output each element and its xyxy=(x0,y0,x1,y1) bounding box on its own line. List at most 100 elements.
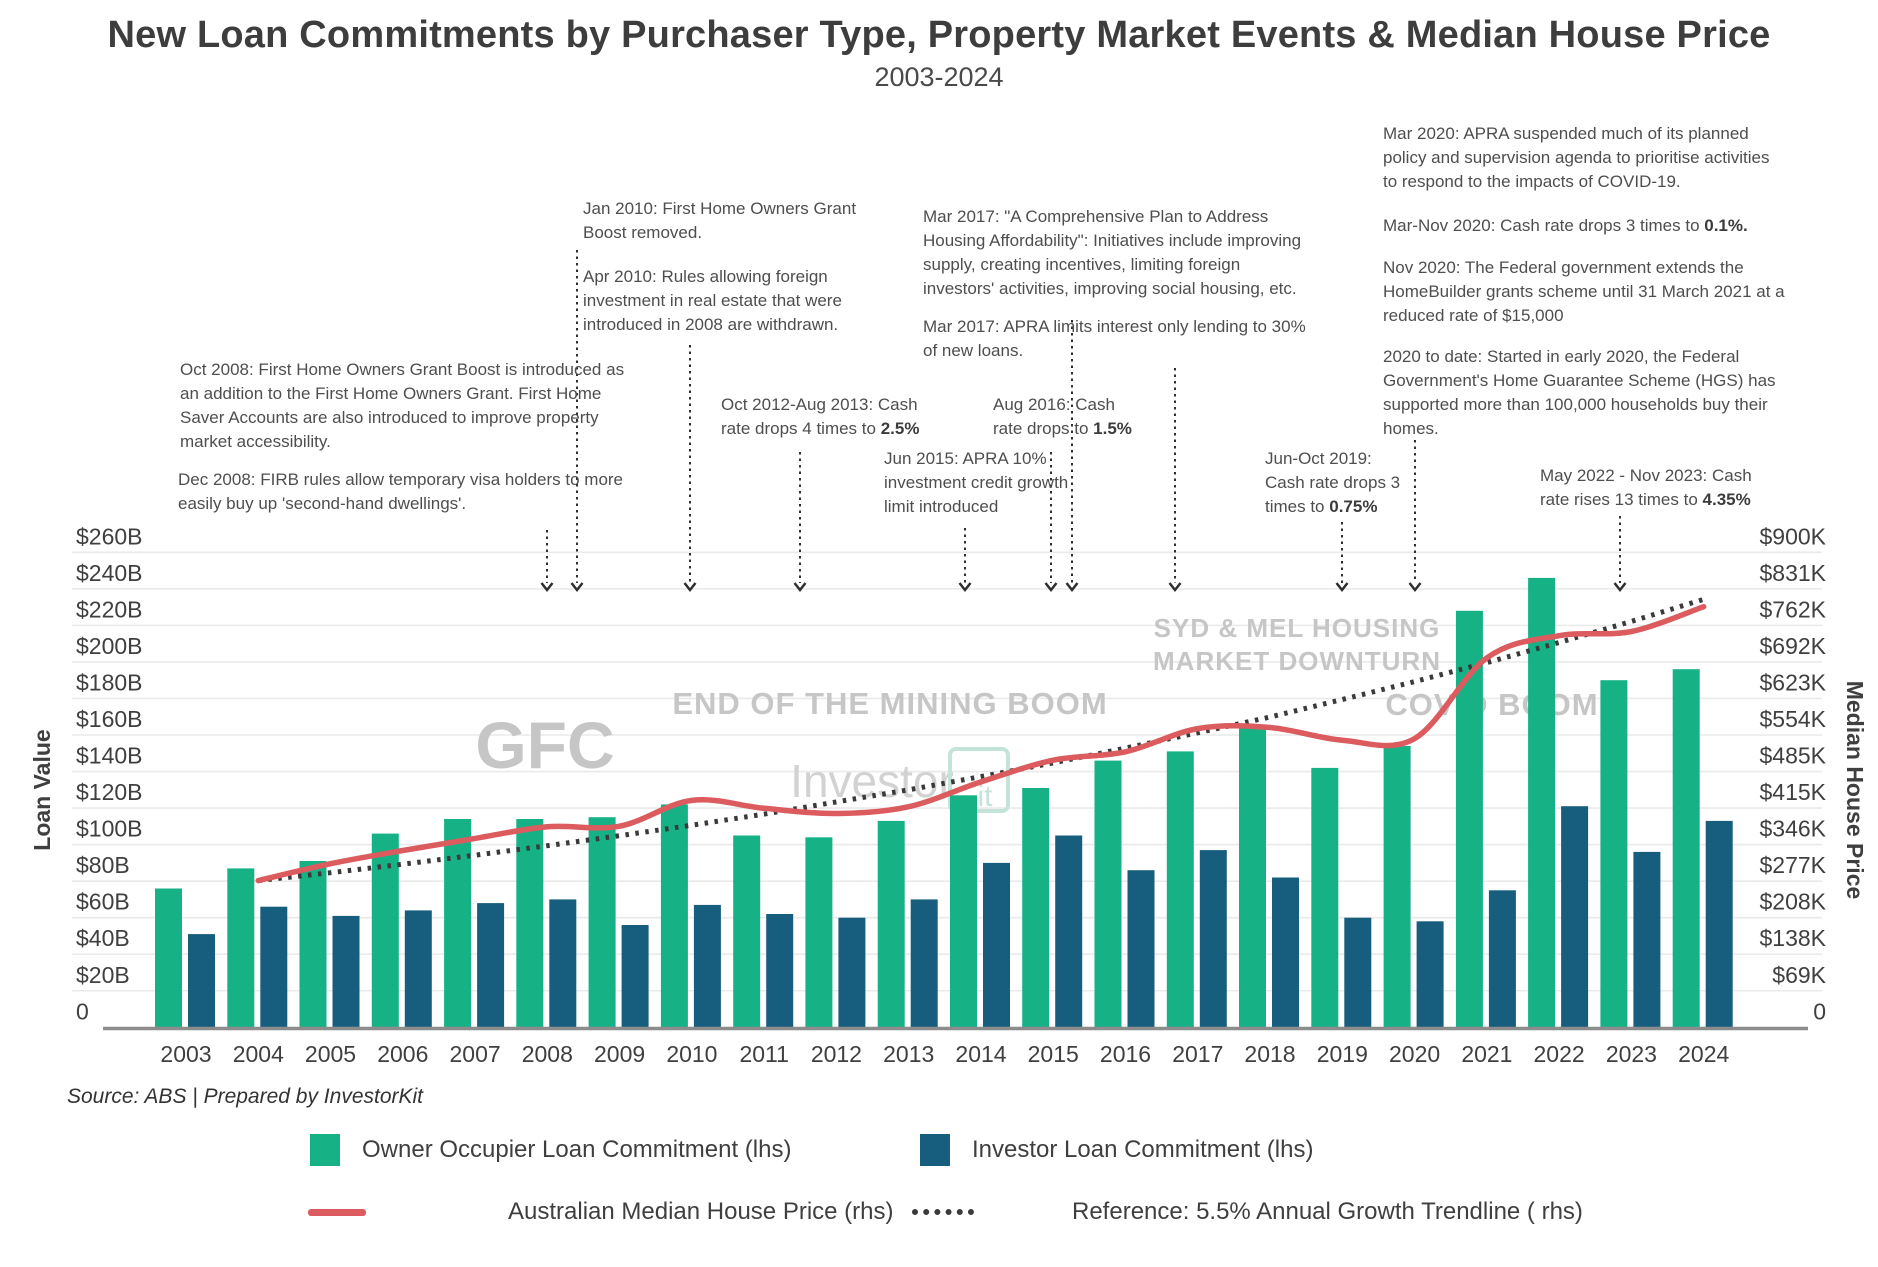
svg-text:$346K: $346K xyxy=(1759,816,1826,842)
svg-text:$762K: $762K xyxy=(1759,596,1826,622)
svg-text:Investor: Investor xyxy=(790,755,954,807)
svg-text:2017: 2017 xyxy=(1172,1041,1223,1067)
chart-subtitle: 2003-2024 xyxy=(874,62,1004,92)
annotation-apr-2010: Apr 2010: Rules allowing foreign investm… xyxy=(583,267,842,334)
annotation-mar-2017-plan: Mar 2017: "A Comprehensive Plan to Addre… xyxy=(923,207,1302,298)
annotation-jun-oct-2019: Jun-Oct 2019: Cash rate drops 3 times to… xyxy=(1265,449,1401,516)
x-axis-year-labels: 2003 2004 2005 2006 2007 2008 2009 2010 2011 2012… xyxy=(160,1041,1729,1067)
svg-text:$831K: $831K xyxy=(1759,560,1826,586)
annotation-mar-2017-apra: Mar 2017: APRA limits interest only lend… xyxy=(923,317,1306,360)
svg-text:GFC: GFC xyxy=(475,708,614,782)
legend-label: Investor Loan Commitment (lhs) xyxy=(972,1136,1314,1163)
svg-text:$900K: $900K xyxy=(1759,523,1826,549)
svg-text:END OF THE MINING BOOM: END OF THE MINING BOOM xyxy=(672,686,1107,721)
page-title: New Loan Commitments by Purchaser Type, … xyxy=(0,14,1878,57)
svg-text:$100B: $100B xyxy=(76,816,143,842)
svg-text:COVID BOOM: COVID BOOM xyxy=(1385,687,1598,722)
svg-text:$40B: $40B xyxy=(76,925,130,951)
legend-label: Owner Occupier Loan Commitment (lhs) xyxy=(362,1136,792,1163)
annotation-aug-2016: Aug 2016: Cash rate drops to 1.5% xyxy=(993,395,1132,438)
svg-text:$554K: $554K xyxy=(1759,706,1826,732)
y-axis-left-title: Loan Value xyxy=(29,729,55,850)
svg-text:$120B: $120B xyxy=(76,779,143,805)
svg-text:$485K: $485K xyxy=(1759,743,1826,769)
legend-label: Reference: 5.5% Annual Growth Trendline … xyxy=(1072,1198,1583,1225)
owner-swatch-icon xyxy=(310,1134,340,1166)
svg-text:$623K: $623K xyxy=(1759,670,1826,696)
svg-text:it: it xyxy=(978,780,994,813)
y-axis-right-title: Median House Price xyxy=(1842,681,1868,900)
svg-text:2024: 2024 xyxy=(1678,1041,1729,1067)
svg-text:0: 0 xyxy=(1813,998,1826,1024)
svg-text:$208K: $208K xyxy=(1759,889,1826,915)
annotation-mar-nov-2020: Mar-Nov 2020: Cash rate drops 3 times to… xyxy=(1383,216,1748,235)
y-axis-left-ticks: $260B $240B $220B $200B $180B $160B $140B $120B… xyxy=(76,523,143,1024)
svg-text:2023: 2023 xyxy=(1606,1041,1657,1067)
annotation-may-2022: May 2022 - Nov 2023: Cash rate rises 13 … xyxy=(1540,466,1752,509)
svg-text:2006: 2006 xyxy=(377,1041,428,1067)
annotation-jun-2015: Jun 2015: APRA 10% investment credit gro… xyxy=(884,449,1069,516)
annotation-dec-2008: Dec 2008: FIRB rules allow temporary vis… xyxy=(178,470,624,513)
legend-median-price: Australian Median House Price (rhs) xyxy=(308,1198,894,1226)
svg-text:2012: 2012 xyxy=(811,1041,862,1067)
svg-text:$180B: $180B xyxy=(76,670,143,696)
investor-swatch-icon xyxy=(920,1134,950,1166)
owner-occupier-bars xyxy=(155,577,1700,1028)
svg-text:2013: 2013 xyxy=(883,1041,934,1067)
svg-text:2021: 2021 xyxy=(1461,1041,1512,1067)
svg-text:2014: 2014 xyxy=(955,1041,1006,1067)
chart-title: New Loan Commitments by Purchaser Type, … xyxy=(107,14,1771,56)
annotation-2020-to-date: 2020 to date: Started in early 2020, the… xyxy=(1383,347,1776,438)
svg-text:$60B: $60B xyxy=(76,889,130,915)
trendline-swatch-icon xyxy=(912,1209,974,1215)
svg-text:$200B: $200B xyxy=(76,633,143,659)
svg-text:2020: 2020 xyxy=(1389,1041,1440,1067)
svg-text:$160B: $160B xyxy=(76,706,143,732)
svg-text:$69K: $69K xyxy=(1772,962,1826,988)
svg-text:$220B: $220B xyxy=(76,596,143,622)
svg-text:2003: 2003 xyxy=(160,1041,211,1067)
svg-text:$140B: $140B xyxy=(76,743,143,769)
svg-text:2005: 2005 xyxy=(305,1041,356,1067)
annotation-oct-2012: Oct 2012-Aug 2013: Cash rate drops 4 tim… xyxy=(721,395,920,438)
svg-text:$80B: $80B xyxy=(76,852,130,878)
svg-text:2010: 2010 xyxy=(666,1041,717,1067)
watermarks: GFC END OF THE MINING BOOM SYD & MEL HOUSI… xyxy=(475,613,1598,813)
y-axis-right-ticks: $900K $831K $762K $692K $623K $554K $485K $415K… xyxy=(1759,523,1826,1024)
svg-text:2009: 2009 xyxy=(594,1041,645,1067)
svg-text:2011: 2011 xyxy=(739,1041,788,1067)
source-note: Source: ABS | Prepared by InvestorKit xyxy=(67,1085,424,1108)
svg-text:0: 0 xyxy=(76,998,89,1024)
svg-text:2004: 2004 xyxy=(233,1041,284,1067)
legend-owner-occupier: Owner Occupier Loan Commitment (lhs) xyxy=(310,1134,791,1166)
svg-text:$415K: $415K xyxy=(1759,779,1826,805)
legend-label: Australian Median House Price (rhs) xyxy=(508,1198,894,1225)
svg-text:MARKET DOWNTURN: MARKET DOWNTURN xyxy=(1153,646,1441,676)
annotation-mar-2020: Mar 2020: APRA suspended much of its pla… xyxy=(1383,124,1770,191)
svg-text:$692K: $692K xyxy=(1759,633,1826,659)
price-line-swatch-icon xyxy=(308,1208,366,1216)
svg-text:2016: 2016 xyxy=(1100,1041,1151,1067)
svg-text:SYD & MEL HOUSING: SYD & MEL HOUSING xyxy=(1154,613,1441,643)
svg-text:2015: 2015 xyxy=(1028,1041,1079,1067)
svg-text:2008: 2008 xyxy=(522,1041,573,1067)
legend-trendline: Reference: 5.5% Annual Growth Trendline … xyxy=(912,1198,1583,1226)
annotation-nov-2020: Nov 2020: The Federal government extends… xyxy=(1383,258,1785,325)
trendline xyxy=(258,596,1705,884)
svg-text:2018: 2018 xyxy=(1244,1041,1295,1067)
annotation-oct-2008: Oct 2008: First Home Owners Grant Boost … xyxy=(180,360,625,451)
svg-text:2022: 2022 xyxy=(1534,1041,1585,1067)
svg-text:2007: 2007 xyxy=(450,1041,501,1067)
svg-text:$277K: $277K xyxy=(1759,852,1826,878)
svg-text:2019: 2019 xyxy=(1317,1041,1368,1067)
svg-text:$240B: $240B xyxy=(76,560,143,586)
svg-text:$138K: $138K xyxy=(1759,925,1826,951)
investor-bars xyxy=(188,806,1733,1028)
legend-investor: Investor Loan Commitment (lhs) xyxy=(920,1134,1313,1166)
median-price-line xyxy=(255,603,1707,884)
event-arrows xyxy=(540,250,1627,593)
svg-text:$20B: $20B xyxy=(76,962,130,988)
annotation-jan-2010: Jan 2010: First Home Owners Grant Boost … xyxy=(583,199,857,242)
